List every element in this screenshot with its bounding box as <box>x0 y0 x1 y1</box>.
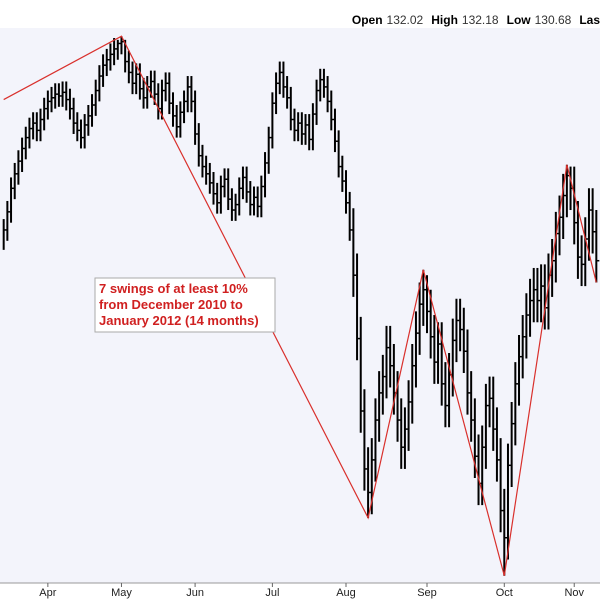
annotation-line: from December 2010 to <box>99 297 243 312</box>
marks <box>2 35 600 576</box>
header: Open 132.02 High 132.18 Low 130.68 Las <box>344 13 600 29</box>
annotation-line: 7 swings of at least 10% <box>99 281 248 296</box>
x-tick-label: Nov <box>564 587 584 599</box>
header-label: Open <box>351 13 383 27</box>
x-tick-label: Sep <box>417 587 437 599</box>
x-tick-label: Apr <box>39 587 56 599</box>
x-axis-strip <box>0 583 600 600</box>
plot-area <box>0 28 600 583</box>
annotation-box <box>94 277 276 333</box>
x-tick-label: May <box>111 587 132 599</box>
header-label: High <box>431 13 458 27</box>
header-value: 130.68 <box>534 13 572 27</box>
x-tick-label: Jun <box>186 587 204 599</box>
header-value: 132.18 <box>461 13 499 27</box>
x-tick-label: Aug <box>336 587 356 599</box>
header-value: 132.02 <box>386 13 424 27</box>
annotation-line: January 2012 (14 months) <box>99 313 259 328</box>
header-label: Las <box>579 13 600 27</box>
header-label: Low <box>506 13 531 27</box>
x-tick-label: Jul <box>265 587 279 599</box>
annotation: 7 swings of at least 10% from December 2… <box>94 277 276 333</box>
x-tick-label: Oct <box>496 587 513 599</box>
swing-line <box>3 35 597 576</box>
